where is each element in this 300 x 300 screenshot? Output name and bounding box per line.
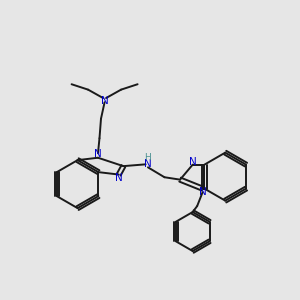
Text: N: N [94,149,102,159]
Text: N: N [189,157,197,166]
Text: H: H [145,153,152,162]
Text: N: N [199,187,207,196]
Text: N: N [115,173,123,183]
Text: N: N [101,96,109,106]
Text: N: N [144,159,152,169]
